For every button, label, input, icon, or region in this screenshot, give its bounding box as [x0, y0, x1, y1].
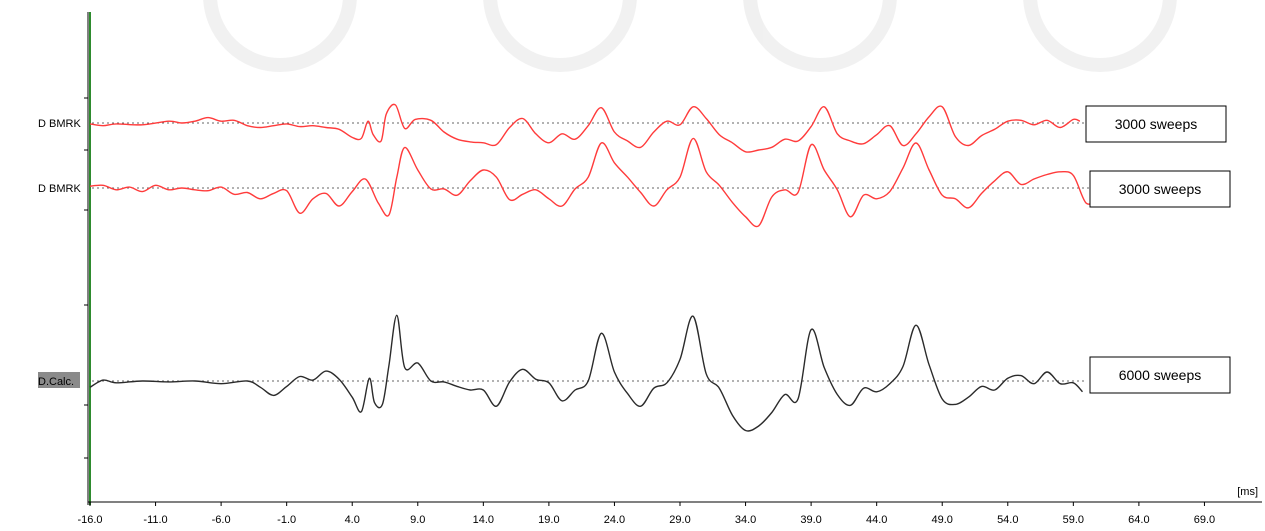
x-tick-label: 54.0 [997, 514, 1018, 526]
trace-label-layer: D BMRK D BMRK D.Calc. [38, 118, 81, 388]
x-tick-label: 59.0 [1063, 514, 1084, 526]
trace-label-2: D BMRK [38, 183, 81, 195]
axis-layer [84, 12, 1262, 505]
annotation-box-2 [1089, 170, 1231, 208]
annotation-text-1: 3000 sweeps [1115, 116, 1198, 132]
annotation-text-2: 3000 sweeps [1119, 181, 1202, 197]
x-tick-label: 29.0 [669, 514, 690, 526]
x-tick-label: -1.0 [277, 514, 296, 526]
watermark-circle [483, 0, 637, 72]
x-tick-label: 64.0 [1128, 514, 1149, 526]
x-tick-label: 49.0 [932, 514, 953, 526]
watermark-circle [743, 0, 897, 72]
trace-3 [89, 314, 1084, 432]
trace-2 [89, 137, 1120, 228]
x-tick-label: 19.0 [538, 514, 559, 526]
x-tick-layer: -16.0 -11.0 -6.0 -1.0 4.0 9.0 14.0 19.0 24.0 29.0… [77, 486, 1258, 526]
x-tick-label: 4.0 [345, 514, 360, 526]
annotation-box-3 [1089, 356, 1231, 394]
annotation-layer: 3000 sweeps 3000 sweeps 6000 sweeps [1085, 105, 1231, 394]
x-tick-label: 34.0 [735, 514, 756, 526]
x-tick-label: 39.0 [800, 514, 821, 526]
watermark-circle [203, 0, 357, 72]
watermark-logo [203, 0, 1177, 72]
x-tick-label: -6.0 [212, 514, 231, 526]
x-tick-label: 69.0 [1194, 514, 1215, 526]
trace-label-1: D BMRK [38, 118, 81, 130]
x-tick-label: 9.0 [410, 514, 425, 526]
x-tick-label: 14.0 [473, 514, 494, 526]
watermark-circle [1023, 0, 1177, 72]
trace-label-3: D.Calc. [38, 376, 74, 388]
x-tick-label: 24.0 [604, 514, 625, 526]
annotation-text-3: 6000 sweeps [1119, 367, 1202, 383]
x-unit-label: [ms] [1237, 486, 1258, 498]
trace-1 [89, 103, 1081, 153]
annotation-box-1 [1085, 105, 1227, 143]
x-tick-label: 44.0 [866, 514, 887, 526]
x-tick-label: -16.0 [77, 514, 102, 526]
trace-layer [89, 103, 1120, 432]
x-tick-label: -11.0 [143, 514, 167, 526]
trace-label-highlight [38, 372, 80, 388]
